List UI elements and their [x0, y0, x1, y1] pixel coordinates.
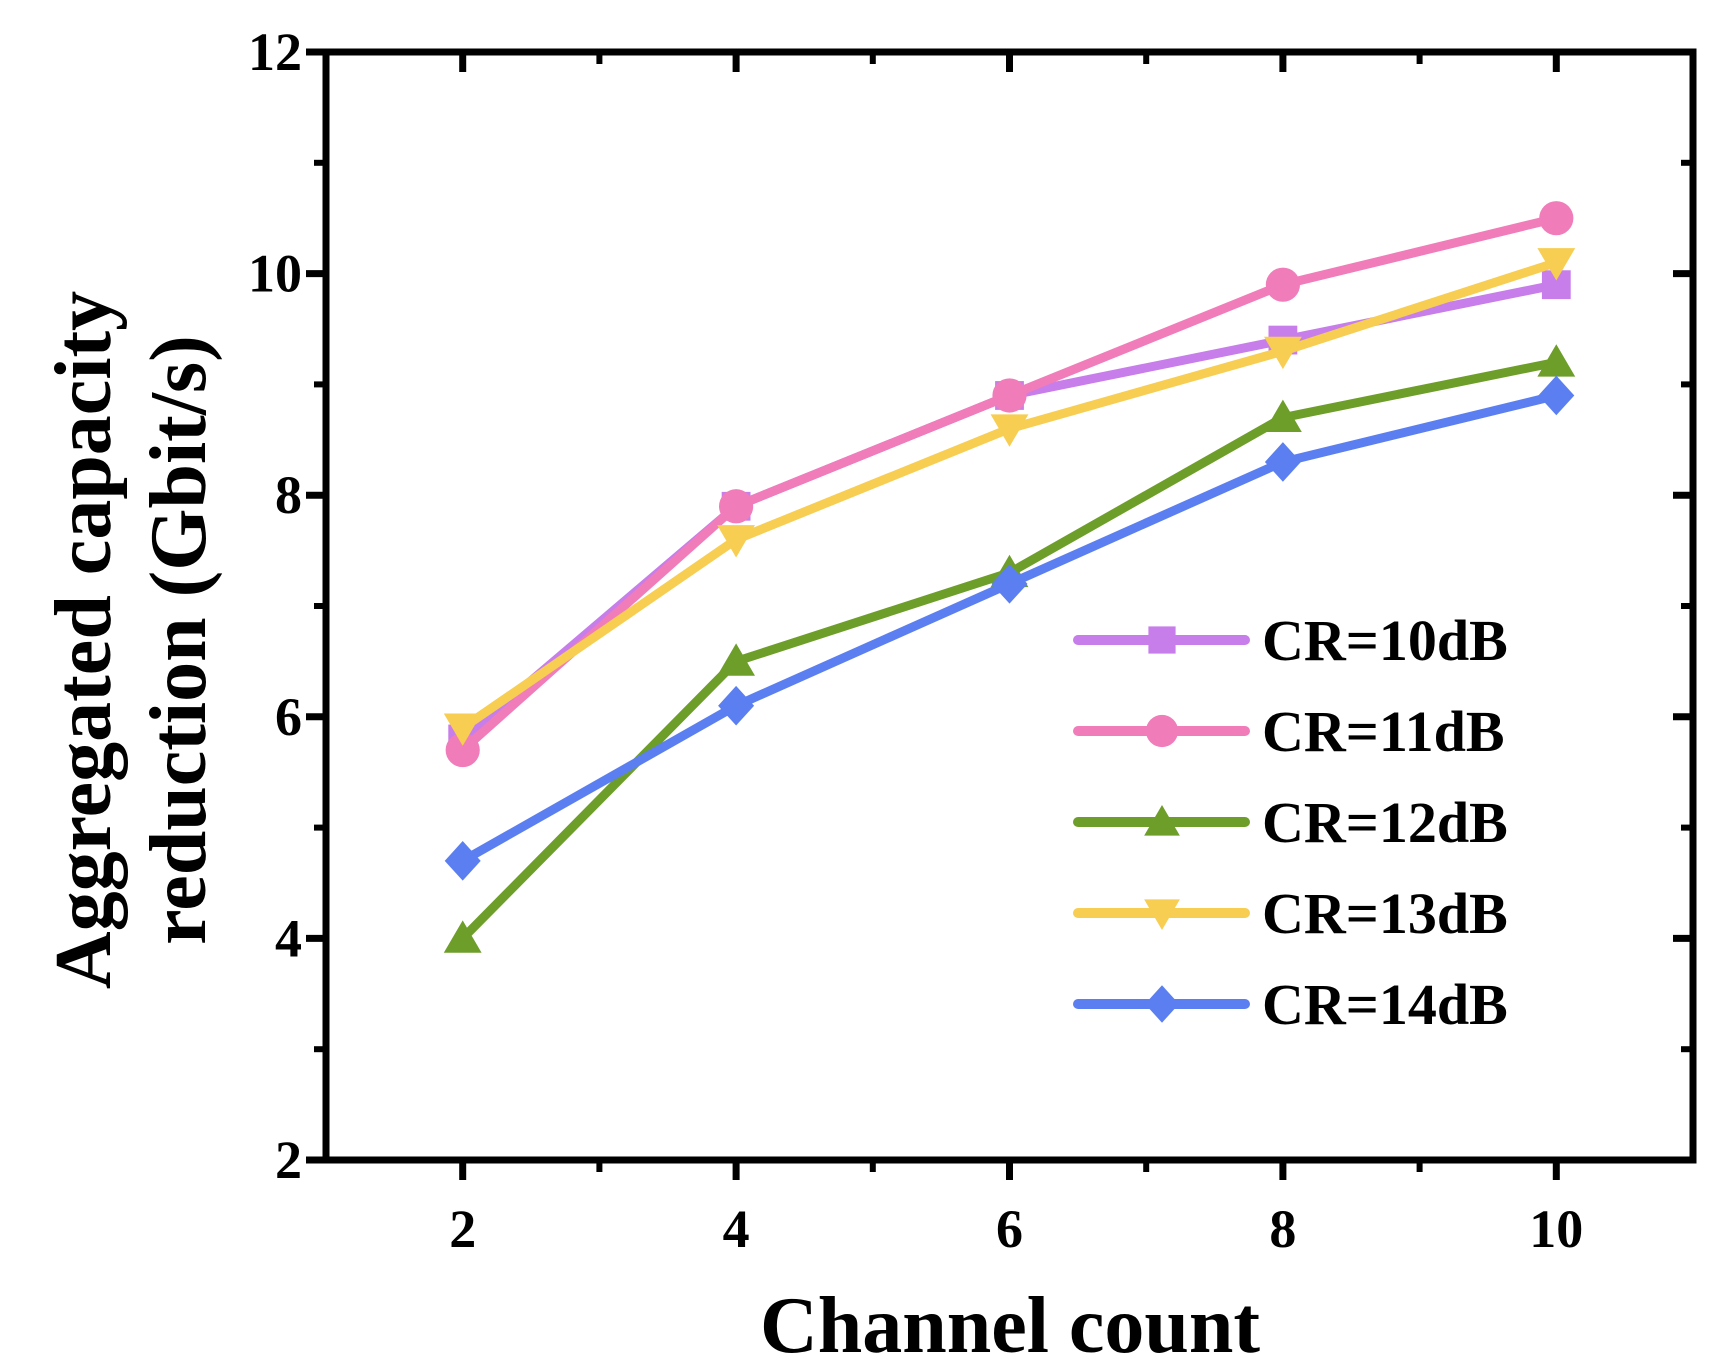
data-point	[1265, 267, 1300, 302]
x-axis-title: Channel count	[760, 1282, 1260, 1370]
y-tick-label: 2	[275, 1130, 302, 1190]
data-point	[719, 489, 754, 524]
y-axis-title-line1: Aggregated capacity	[40, 291, 128, 989]
data-point	[717, 525, 755, 558]
legend-label: CR=13dB	[1262, 881, 1508, 946]
data-point	[991, 564, 1028, 604]
legend-marker	[1145, 714, 1179, 748]
y-tick-label: 12	[248, 22, 302, 82]
legend-item: CR=11dB	[1073, 699, 1505, 764]
data-point	[717, 643, 755, 676]
legend-label: CR=14dB	[1262, 972, 1508, 1037]
legend-marker	[1144, 899, 1180, 930]
x-tick-label: 8	[1269, 1199, 1296, 1259]
legend-item: CR=12dB	[1073, 790, 1508, 855]
data-point	[1264, 336, 1302, 370]
legend: CR=10dB CR=11dB CR=12dB CR=13dB CR=14dB	[1073, 608, 1508, 1037]
data-point	[1264, 399, 1302, 433]
data-point	[990, 414, 1029, 447]
y-axis-title-line2: reduction (Gbit/s)	[135, 335, 223, 945]
data-point	[992, 378, 1027, 413]
data-point	[443, 713, 482, 746]
data-point	[1537, 248, 1576, 281]
series-CR=14dB	[444, 375, 1575, 881]
data-point	[1264, 442, 1301, 482]
series-CR=11dB	[445, 201, 1574, 768]
x-tick-label: 4	[723, 1199, 750, 1259]
x-tick-label: 2	[449, 1199, 476, 1259]
y-tick-label: 8	[275, 465, 302, 525]
legend-label: CR=12dB	[1262, 790, 1508, 855]
x-tick-label: 6	[996, 1199, 1023, 1259]
legend-label: CR=11dB	[1262, 699, 1505, 764]
legend-marker	[1144, 805, 1180, 836]
data-point	[445, 732, 480, 768]
legend-item: CR=13dB	[1073, 881, 1508, 946]
series-layer	[443, 201, 1576, 953]
data-point	[1539, 201, 1574, 236]
series-CR=10dB	[448, 270, 1571, 754]
legend-item: CR=10dB	[1073, 608, 1508, 673]
y-tick-label: 10	[248, 244, 302, 304]
series-CR=13dB	[443, 248, 1576, 746]
data-point	[1538, 375, 1575, 416]
y-tick-label: 4	[275, 908, 302, 968]
legend-marker	[1145, 985, 1179, 1023]
y-tick-label: 6	[275, 687, 302, 747]
legend-marker	[1148, 626, 1176, 654]
data-point	[718, 685, 755, 726]
x-tick-label: 10	[1529, 1199, 1583, 1259]
data-point	[444, 841, 481, 881]
legend-item: CR=14dB	[1073, 972, 1508, 1037]
legend-label: CR=10dB	[1262, 608, 1508, 673]
data-point	[443, 920, 482, 953]
data-point	[1537, 344, 1576, 377]
